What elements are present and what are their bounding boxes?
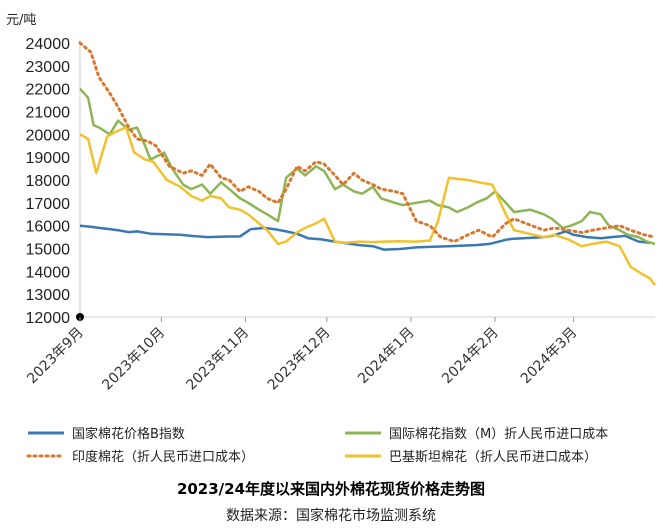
y-tick-label: 13000 (26, 287, 71, 304)
y-tick-label: 16000 (26, 219, 71, 236)
y-tick-label: 20000 (26, 127, 71, 144)
y-tick-label: 15000 (26, 242, 71, 259)
x-tick-label: 2023年9月 (24, 325, 87, 388)
y-tick-label: 17000 (26, 196, 71, 213)
chart-source: 数据来源：国家棉花市场监测系统 (226, 507, 436, 524)
legend-label: 巴基斯坦棉花（折人民币进口成本） (389, 449, 597, 465)
legend-label: 国家棉花价格B指数 (72, 426, 185, 442)
x-axis-ticks: 2023年9月 2023年10月 2023年11月 2023年12月 2024年1月 20… (24, 317, 580, 393)
y-tick-label: 18000 (26, 173, 71, 190)
y-tick-label: 12000 (26, 310, 71, 327)
series-line-2 (79, 87, 656, 246)
y-axis-ticks: 12000 13000 14000 15000 16000 17000 18000 19000… (26, 36, 71, 327)
chart-title: 2023/24年度以来国内外棉花现货价格走势图 (177, 480, 485, 498)
y-tick-label: 14000 (26, 264, 71, 281)
series-line-4 (79, 126, 656, 286)
y-tick-label: 21000 (26, 105, 71, 122)
x-tick-label: 2024年3月 (518, 325, 581, 388)
x-tick-label: 2023年12月 (265, 325, 334, 394)
series-line-3 (78, 41, 657, 244)
series-line-1 (79, 224, 650, 251)
y-tick-label: 24000 (26, 36, 71, 53)
x-tick-label: 2024年2月 (439, 325, 502, 388)
legend-label: 印度棉花（折人民币进口成本） (72, 449, 254, 465)
y-tick-label: 19000 (26, 150, 71, 167)
legend-label: 国际棉花指数（M）折人民币进口成本 (389, 426, 608, 442)
y-tick-label: 23000 (26, 59, 71, 76)
y-tick-label: 22000 (26, 82, 71, 99)
x-tick-label: 2024年1月 (355, 325, 418, 388)
x-tick-label: 2023年10月 (99, 325, 168, 394)
x-tick-label: 2023年11月 (183, 325, 252, 394)
legend: 国家棉花价格B指数 国际棉花指数（M）折人民币进口成本印度棉花（折人民币进口成本）… (26, 426, 608, 465)
series-lines (78, 41, 657, 286)
y-axis-unit-label: 元/吨 (6, 13, 36, 28)
